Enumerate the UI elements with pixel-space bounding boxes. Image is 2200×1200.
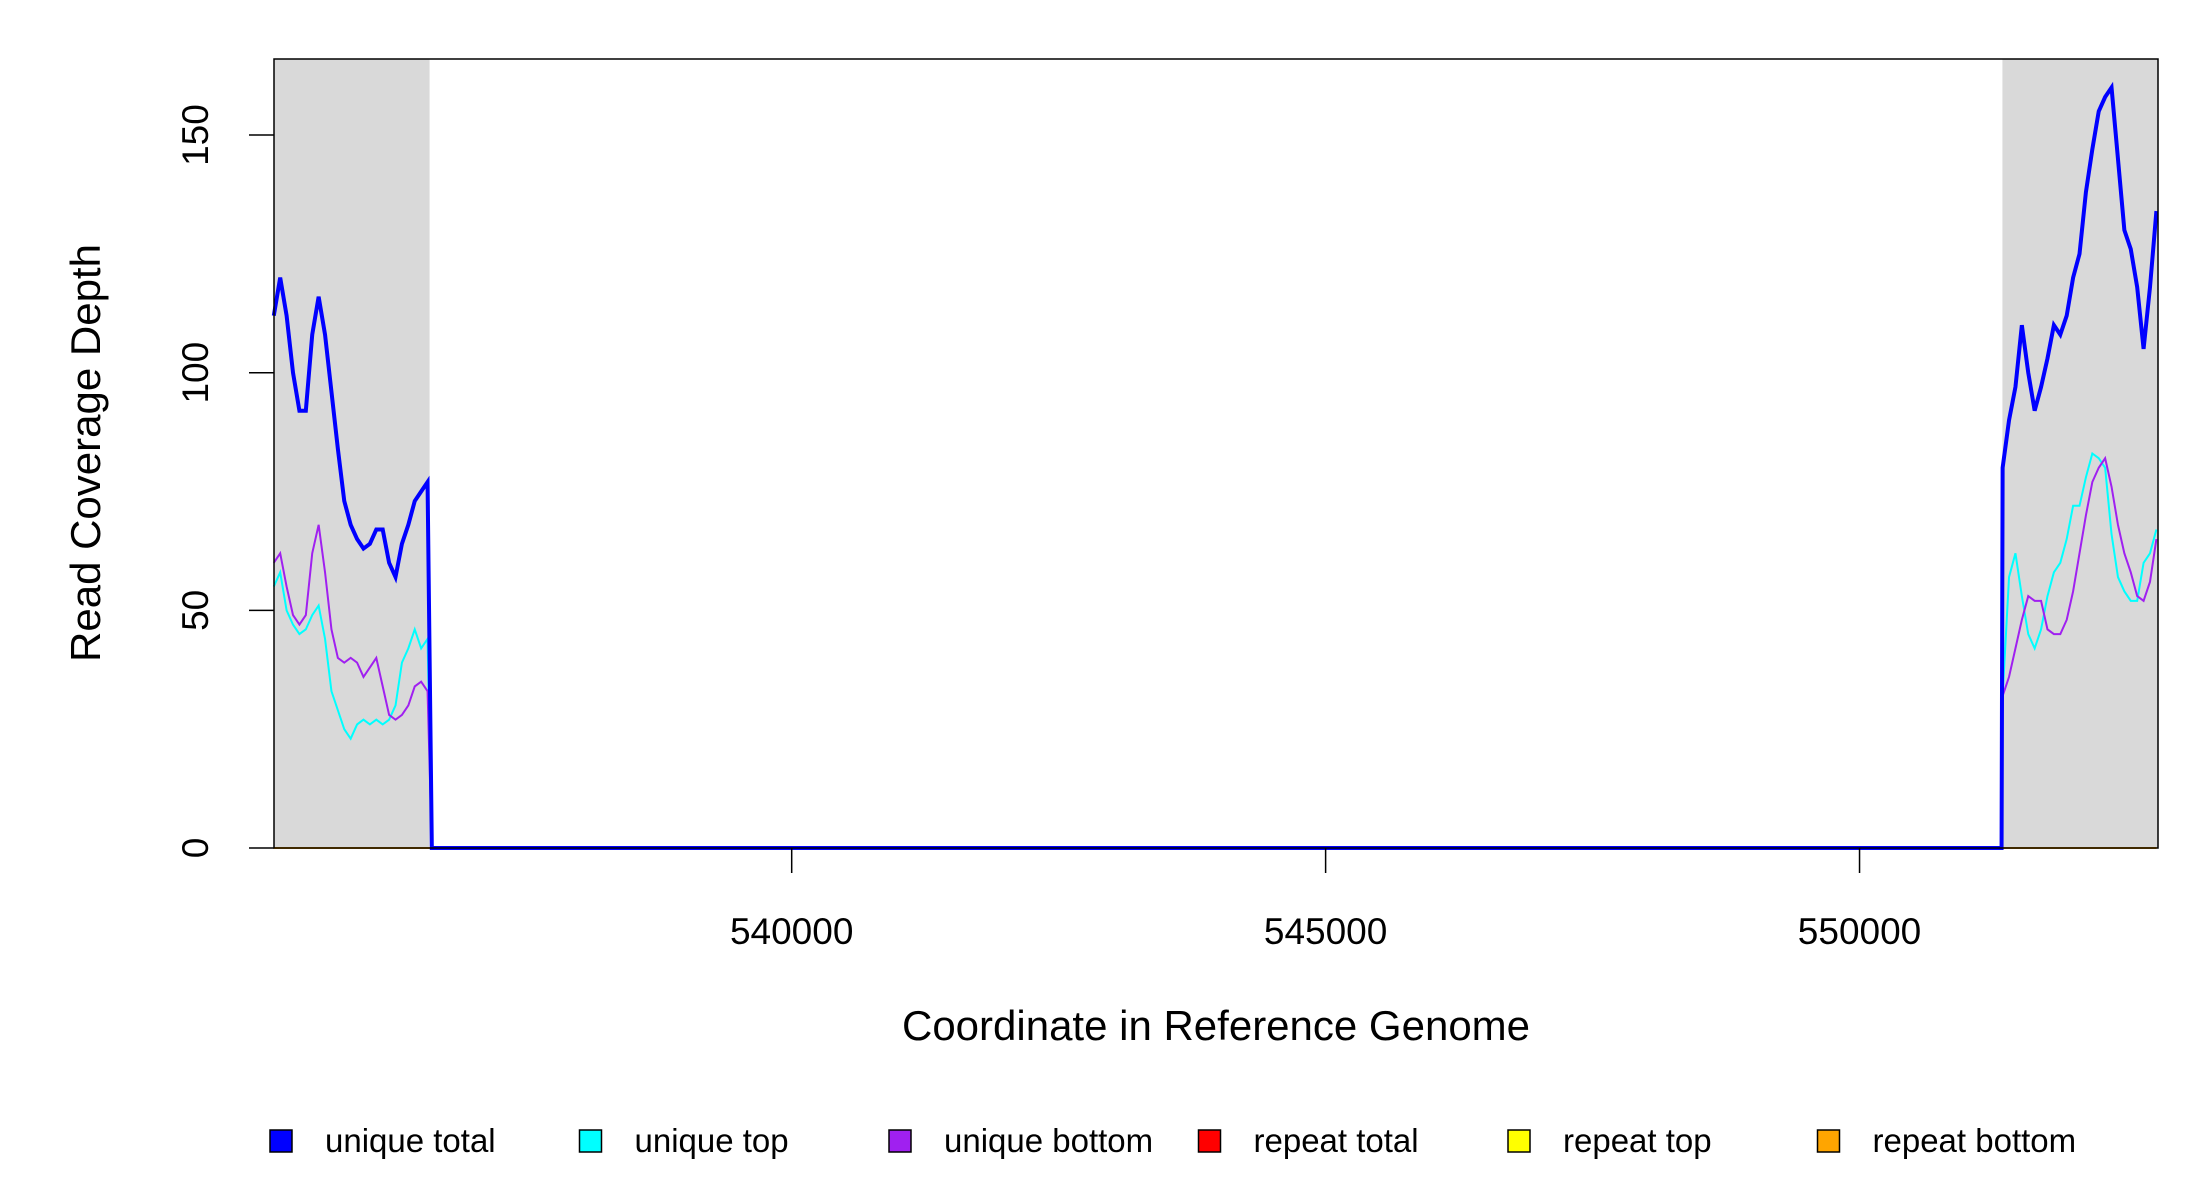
x-tick-label: 550000 <box>1798 911 1921 952</box>
y-tick-label: 50 <box>175 590 216 631</box>
legend-swatch <box>888 1129 912 1153</box>
legend-label: unique top <box>635 1122 789 1159</box>
legend-swatch <box>1197 1129 1222 1153</box>
y-tick-label: 150 <box>175 104 216 166</box>
x-axis-title: Coordinate in Reference Genome <box>902 1002 1530 1049</box>
legend-swatch <box>1816 1129 1841 1153</box>
y-axis-title: Read Coverage Depth <box>62 244 109 662</box>
plot-frame <box>273 58 2159 849</box>
legend-swatch <box>578 1129 603 1153</box>
legend-label: unique total <box>325 1122 496 1159</box>
plot-area <box>271 59 2159 850</box>
series-line <box>272 455 2158 849</box>
series-line <box>272 451 2158 849</box>
shaded-region <box>274 59 430 848</box>
legend-swatch <box>1507 1129 1531 1153</box>
legend-label: unique bottom <box>944 1122 1153 1159</box>
y-tick-label: 0 <box>175 838 216 859</box>
series-line <box>271 81 2159 850</box>
shaded-region <box>2002 59 2158 848</box>
y-tick-label: 100 <box>175 342 216 404</box>
x-tick-label: 545000 <box>1264 911 1387 952</box>
x-tick-label: 540000 <box>730 911 853 952</box>
legend-label: repeat top <box>1563 1122 1712 1159</box>
legend-label: repeat bottom <box>1873 1122 2077 1159</box>
legend-label: repeat total <box>1254 1122 1419 1159</box>
legend-swatch <box>269 1129 293 1153</box>
